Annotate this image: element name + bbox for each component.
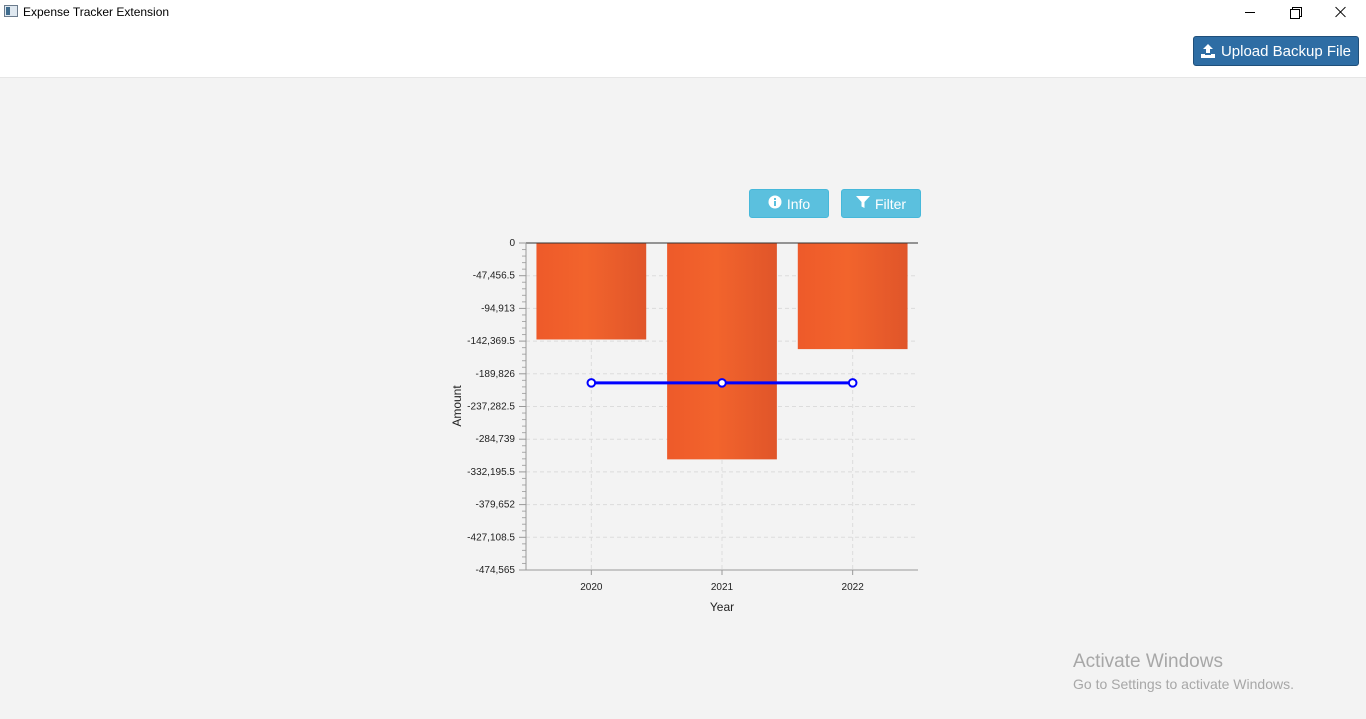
watermark-title: Activate Windows bbox=[1073, 651, 1223, 672]
x-tick-label: 2020 bbox=[580, 582, 603, 593]
close-button[interactable] bbox=[1318, 0, 1364, 24]
line-point-2021[interactable] bbox=[717, 378, 727, 388]
activation-watermark: Activate Windows Go to Settings to activ… bbox=[1073, 651, 1294, 694]
minimize-icon bbox=[1245, 11, 1255, 13]
app-icon bbox=[4, 5, 18, 17]
y-tick-label: -94,913 bbox=[481, 303, 515, 314]
y-tick-label: -427,108.5 bbox=[467, 532, 515, 543]
filter-label: Filter bbox=[874, 195, 907, 212]
y-tick-label: -47,456.5 bbox=[473, 271, 516, 282]
bar-2022[interactable] bbox=[797, 243, 908, 350]
filter-button[interactable]: Filter bbox=[841, 189, 921, 218]
restore-button[interactable] bbox=[1272, 0, 1318, 24]
upload-backup-button[interactable]: Upload Backup File bbox=[1193, 36, 1359, 66]
minimize-button[interactable] bbox=[1227, 0, 1273, 24]
watermark-subtitle: Go to Settings to activate Windows. bbox=[1073, 676, 1294, 692]
upload-backup-label: Upload Backup File bbox=[1220, 42, 1352, 60]
line-point-2020[interactable] bbox=[586, 378, 597, 388]
expense-chart: 0 -47,456.5 -94,913 -142,369.5 -189,826 -237,… bbox=[450, 238, 918, 614]
close-icon bbox=[1335, 6, 1347, 18]
axes: 0 -47,456.5 -94,913 -142,369.5 -189,826 -237,… bbox=[467, 238, 918, 593]
bar-2021[interactable] bbox=[667, 243, 777, 460]
info-label: Info bbox=[786, 195, 811, 212]
line-point-2022[interactable] bbox=[847, 378, 858, 388]
title-bar: Expense Tracker Extension bbox=[0, 0, 1366, 24]
window-title: Expense Tracker Extension bbox=[23, 5, 170, 19]
filter-icon bbox=[855, 195, 870, 212]
y-tick-label: 0 bbox=[509, 238, 515, 249]
y-tick-label: -379,652 bbox=[476, 500, 516, 511]
upload-icon bbox=[1200, 44, 1215, 58]
info-button[interactable]: Info bbox=[749, 189, 829, 218]
app-header: Upload Backup File bbox=[0, 24, 1366, 78]
x-tick-label: 2021 bbox=[711, 582, 734, 593]
y-tick-label: -284,739 bbox=[476, 434, 516, 445]
y-tick-label: -142,369.5 bbox=[467, 336, 515, 347]
x-tick-label: 2022 bbox=[842, 582, 865, 593]
y-axis-label: Amount bbox=[450, 385, 464, 427]
info-icon bbox=[768, 195, 782, 212]
y-tick-label: -237,282.5 bbox=[467, 402, 515, 413]
y-tick-label: -332,195.5 bbox=[467, 467, 515, 478]
average-line bbox=[586, 378, 858, 388]
bar-2020[interactable] bbox=[536, 243, 647, 340]
y-tick-label: -189,826 bbox=[476, 369, 516, 380]
x-axis-label: Year bbox=[710, 600, 734, 614]
bars bbox=[536, 243, 908, 460]
y-tick-label: -474,565 bbox=[476, 565, 516, 576]
restore-icon bbox=[1290, 7, 1302, 19]
